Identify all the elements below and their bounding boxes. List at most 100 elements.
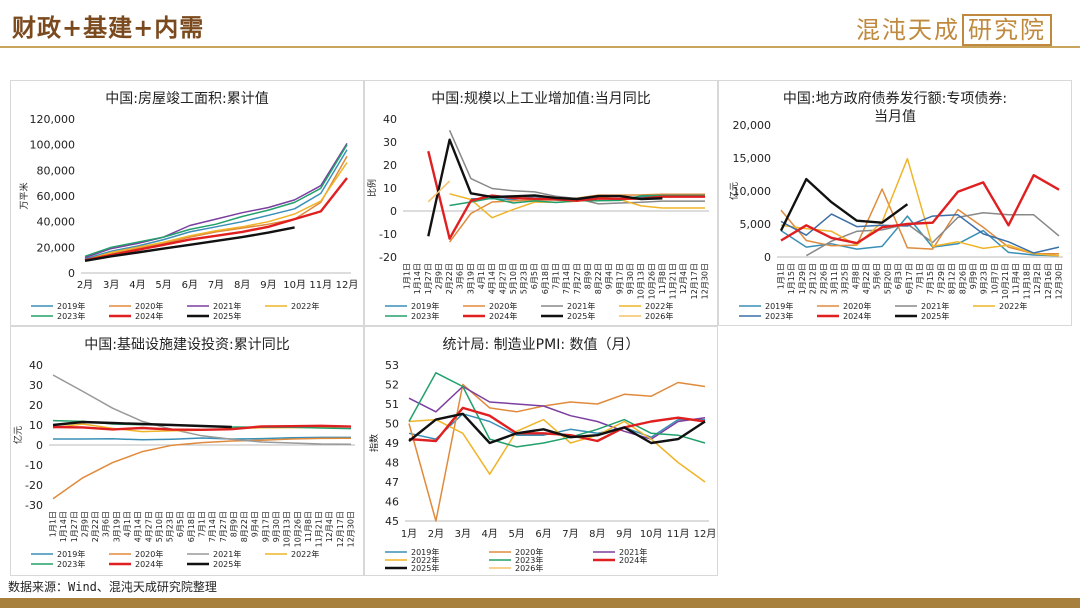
legend-label: 2022年 <box>291 301 319 311</box>
x-tick-label: 5月6日 <box>873 263 882 289</box>
y-tick-label: 15,000 <box>733 152 772 165</box>
x-tick-label: 4月1日 <box>123 511 132 537</box>
y-tick-label: 30 <box>29 379 43 392</box>
legend-label: 2023年 <box>57 559 85 569</box>
series-line-2020年 <box>84 155 348 261</box>
chart-svg-2: 中国:地方政府债券发行额:专项债券: 当月值 0 5,000 10,000 15,000 2… <box>728 91 1064 321</box>
y-tick-label: -20 <box>379 251 397 264</box>
x-tick-label: 11月4日 <box>1012 263 1021 294</box>
x-tick-label: 8月 <box>234 279 250 291</box>
x-tick-label: 12月2日 <box>1033 263 1042 294</box>
legend-label: 2024年 <box>619 555 647 565</box>
x-tick-label: 11月 <box>667 528 690 540</box>
chart-title: 中国:规模以上工业增加值:当月同比 <box>431 91 650 107</box>
x-tick-label: 8月26日 <box>958 263 967 294</box>
x-tick-label: 4月27日 <box>498 263 507 294</box>
x-tick-label: 9月4日 <box>605 263 614 289</box>
x-tick-label: 7月14日 <box>562 263 571 294</box>
y-axis-label: 比例 <box>366 179 378 197</box>
y-tick-label: 10 <box>29 419 43 432</box>
y-axis-label: 亿元 <box>728 182 740 200</box>
y-tick-label: 40 <box>383 113 397 126</box>
y-tick-label: 45 <box>385 515 399 528</box>
x-tick-label: 12月17日 <box>336 511 345 547</box>
x-tick-label: 12月16日 <box>1044 263 1053 299</box>
legend-label: 2024年 <box>135 559 163 569</box>
x-tick-label: 3月6日 <box>456 263 465 289</box>
series-line-2024年 <box>52 424 352 431</box>
series-line-2023年 <box>408 372 706 448</box>
y-tick-label: 120,000 <box>30 113 76 126</box>
chart-title: 中国:房屋竣工面积:累计值 <box>105 91 268 107</box>
x-tick-label: 10月 <box>640 528 663 540</box>
y-tick-label: -10 <box>379 228 397 241</box>
x-tick-label: 9月17日 <box>615 263 624 294</box>
y-axis-label: 万平米 <box>18 182 30 209</box>
x-tick-label: 2月26日 <box>819 263 828 294</box>
x-tick-label: 6月18日 <box>187 511 196 542</box>
y-tick-label: 10 <box>383 182 397 195</box>
x-tick-label: 5月10日 <box>155 511 164 542</box>
x-tick-label: 5月23日 <box>166 511 175 542</box>
y-tick-label: 100,000 <box>30 139 76 152</box>
x-tick-label: 1月27日 <box>424 263 433 294</box>
y-tick-label: 80,000 <box>37 164 76 177</box>
legend-label: 2023年 <box>765 311 793 321</box>
series-line-2022年 <box>84 162 348 261</box>
series-line-2021年 <box>805 212 1060 257</box>
x-tick-label: 12月30日 <box>347 511 356 547</box>
y-tick-label: -10 <box>25 459 43 472</box>
x-tick-label: 1月1日 <box>403 263 412 289</box>
series-line-2020年 <box>408 381 706 522</box>
x-tick-label: 1月 <box>401 528 417 540</box>
y-tick-label: 30 <box>383 136 397 149</box>
legend-label: 2026年 <box>645 311 673 321</box>
series-line-2025年 <box>427 138 663 237</box>
y-tick-label: 50 <box>385 418 399 431</box>
legend-label: 2025年 <box>213 559 241 569</box>
y-tick-label: 60,000 <box>37 190 76 203</box>
x-tick-label: 6月17日 <box>905 263 914 294</box>
x-tick-label: 4月1日 <box>477 263 486 289</box>
y-tick-label: 48 <box>385 457 399 470</box>
x-tick-label: 5月20日 <box>883 263 892 294</box>
legend-label: 2021年 <box>921 301 949 311</box>
x-tick-label: 7月1日 <box>552 263 561 289</box>
chart-panel-infrastructure-investment: 中国:基础设施建设投资:累计同比 -30 -20 -10 0 10 20 30 40 亿元 1月1日… <box>10 326 364 576</box>
x-tick-label: 12月17日 <box>690 263 699 299</box>
series-line-2023年 <box>780 213 1060 254</box>
legend-label: 2020年 <box>515 547 543 557</box>
series-line-2022年 <box>780 157 1060 257</box>
y-axis-label: 指数 <box>368 434 380 452</box>
x-tick-label: 1月1日 <box>49 511 58 537</box>
x-tick-label: 3月11日 <box>830 263 839 294</box>
x-tick-label: 3月25日 <box>841 263 850 294</box>
x-tick-label: 7月15日 <box>926 263 935 294</box>
x-tick-label: 10月26日 <box>647 263 656 299</box>
y-tick-label: 10,000 <box>733 185 772 198</box>
y-tick-label: 0 <box>68 267 75 280</box>
y-tick-label: 20 <box>383 159 397 172</box>
brand-logo: 混沌天成 研究院 <box>856 10 1052 46</box>
series-line-2021年 <box>448 129 705 205</box>
x-tick-label: 4月 <box>482 528 498 540</box>
series-line-2021年 <box>84 143 348 259</box>
legend-label: 2025年 <box>567 311 595 321</box>
x-tick-label: 12月 <box>694 528 717 540</box>
x-tick-label: 1月29日 <box>798 263 807 294</box>
x-tick-label: 1月14日 <box>413 263 422 294</box>
legend-label: 2021年 <box>567 301 595 311</box>
chart-panel-industrial-value-added: 中国:规模以上工业增加值:当月同比 -20 -10 0 10 20 30 40 比例 1月1日 1月… <box>364 80 718 326</box>
x-tick-label: 8月 <box>589 528 605 540</box>
x-tick-label: 9月 <box>616 528 632 540</box>
legend-label: 2021年 <box>213 549 241 559</box>
y-tick-label: 47 <box>385 476 399 489</box>
legend-label: 2022年 <box>999 301 1027 311</box>
y-tick-label: 0 <box>36 439 43 452</box>
x-tick-label: 2月9日 <box>434 263 443 289</box>
x-tick-label: 3月 <box>103 279 119 291</box>
x-tick-label: 4月8日 <box>851 263 860 289</box>
y-tick-label: 0 <box>390 205 397 218</box>
x-tick-label: 10月13日 <box>637 263 646 299</box>
legend-label: 2019年 <box>57 549 85 559</box>
